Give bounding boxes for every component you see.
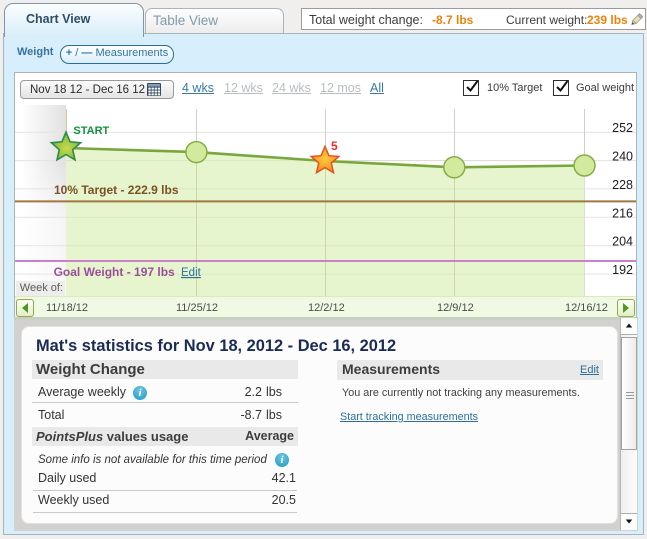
svg-text:192: 192 bbox=[612, 263, 633, 277]
svg-text:Edit: Edit bbox=[181, 267, 202, 279]
svg-text:10% Target - 222.9 lbs: 10% Target - 222.9 lbs bbox=[54, 183, 179, 197]
svg-text:252: 252 bbox=[612, 121, 633, 135]
svg-text:5: 5 bbox=[331, 139, 338, 153]
svg-text:228: 228 bbox=[612, 178, 633, 192]
svg-text:216: 216 bbox=[612, 206, 633, 220]
svg-text:204: 204 bbox=[612, 235, 633, 249]
svg-text:START: START bbox=[73, 125, 109, 137]
svg-text:240: 240 bbox=[612, 150, 633, 164]
svg-text:Goal Weight - 197 lbs: Goal Weight - 197 lbs bbox=[54, 265, 175, 279]
